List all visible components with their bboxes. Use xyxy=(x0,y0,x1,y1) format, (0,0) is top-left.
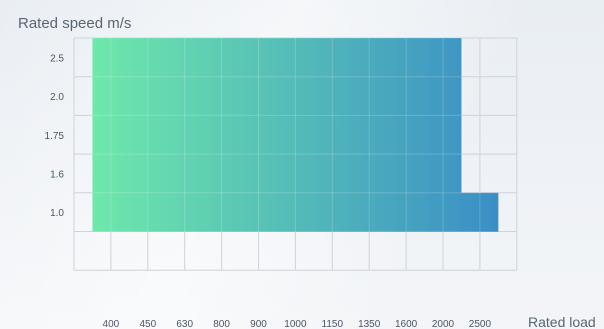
range-bar-1.6 xyxy=(92,154,462,194)
x-axis-title: Rated load xyxy=(528,314,596,329)
range-bar-2.5 xyxy=(92,38,462,78)
y-tick-1.75: 1.75 xyxy=(45,131,65,142)
x-tick-labels: 400 450 630 800 900 1000 1150 1350 1600 2000 2500 xyxy=(103,319,492,329)
x-tick-450: 450 xyxy=(139,319,156,329)
x-tick-1150: 1150 xyxy=(322,319,344,329)
y-tick-2.0: 2.0 xyxy=(50,92,64,103)
x-tick-2000: 2000 xyxy=(432,319,455,329)
range-bar-1.0 xyxy=(92,192,499,232)
y-axis-title: Rated speed m/s xyxy=(18,15,131,32)
x-tick-1600: 1600 xyxy=(395,319,418,329)
x-tick-630: 630 xyxy=(176,319,193,329)
chart-bars xyxy=(92,38,499,232)
range-bar-2.0 xyxy=(92,76,462,116)
y-tick-1.0: 1.0 xyxy=(50,208,64,219)
x-tick-1350: 1350 xyxy=(358,319,381,329)
y-tick-2.5: 2.5 xyxy=(50,53,64,64)
chart-grid-overlay xyxy=(73,37,518,271)
range-bar-1.75 xyxy=(92,115,462,155)
y-tick-1.6: 1.6 xyxy=(50,169,64,180)
x-tick-900: 900 xyxy=(250,319,267,329)
x-tick-1000: 1000 xyxy=(284,319,307,329)
x-tick-2500: 2500 xyxy=(469,319,492,329)
x-tick-800: 800 xyxy=(213,319,230,329)
x-tick-400: 400 xyxy=(103,319,120,329)
y-tick-labels: 1.0 1.6 1.75 2.0 2.5 xyxy=(45,53,65,219)
